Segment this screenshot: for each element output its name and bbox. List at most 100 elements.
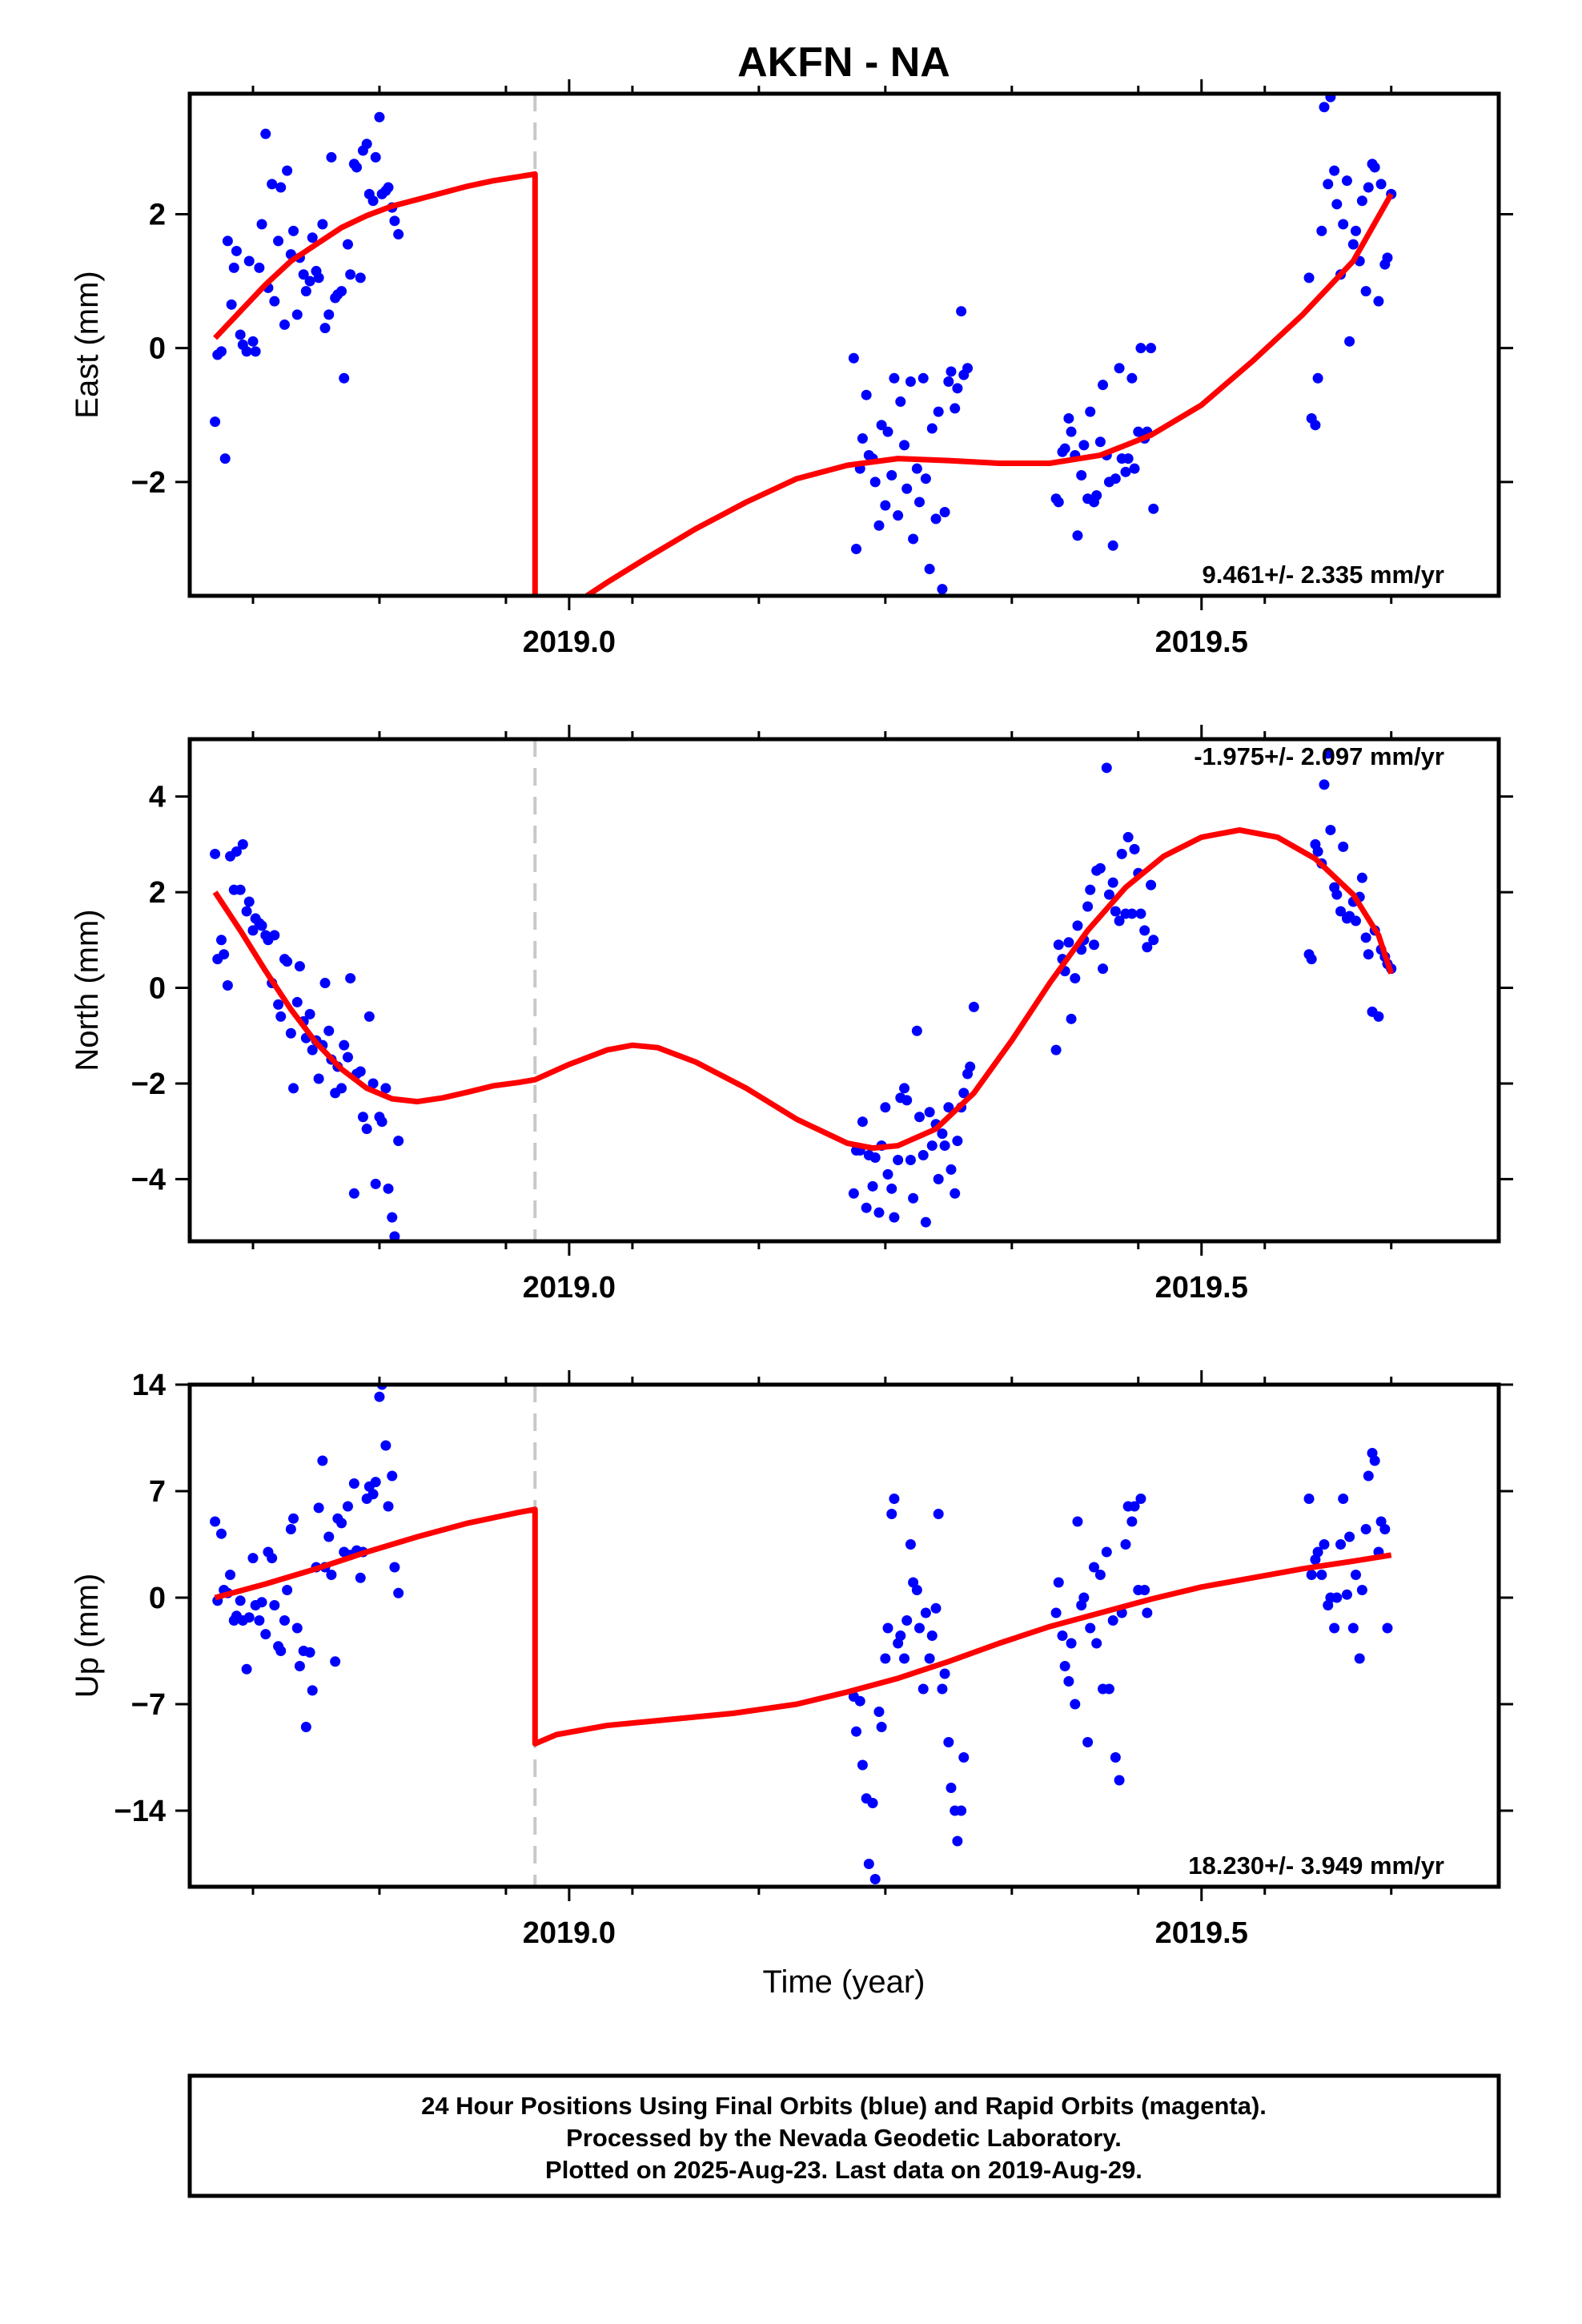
- data-point: [956, 306, 967, 317]
- data-point: [886, 1509, 897, 1519]
- data-point: [848, 352, 859, 364]
- data-point: [939, 1140, 950, 1152]
- data-point: [304, 1008, 315, 1019]
- data-point: [288, 1083, 299, 1094]
- data-point: [1338, 1494, 1349, 1504]
- data-point: [851, 1726, 862, 1737]
- data-point: [1110, 473, 1121, 485]
- data-point: [387, 1470, 398, 1482]
- data-point: [924, 1653, 935, 1664]
- y-axis-label: East (mm): [70, 271, 105, 418]
- data-point: [911, 463, 922, 474]
- data-point: [1050, 1044, 1062, 1055]
- data-point: [319, 323, 331, 334]
- data-point: [965, 1061, 976, 1072]
- data-point: [1306, 1570, 1317, 1580]
- data-point: [933, 1173, 944, 1184]
- data-point: [1139, 925, 1150, 936]
- data-layer: [210, 94, 1397, 596]
- data-point: [222, 235, 233, 247]
- data-point: [273, 235, 284, 247]
- data-point: [383, 1501, 394, 1512]
- data-point: [1101, 762, 1112, 774]
- velocity-rate-label: 18.230+/- 3.949 mm/yr: [1188, 1852, 1444, 1880]
- up-panel: 2019.0 2019.5 14 7 0 −7 −14 Up (mm) 18.230+/- 3.…: [70, 1369, 1513, 1950]
- data-point: [1085, 1622, 1096, 1634]
- data-point: [355, 1572, 366, 1583]
- data-point: [367, 1078, 379, 1089]
- data-point: [291, 1622, 303, 1634]
- data-point: [228, 262, 239, 273]
- data-point: [1312, 372, 1323, 384]
- data-point: [282, 956, 293, 967]
- data-point: [1072, 920, 1083, 931]
- data-point: [260, 128, 271, 139]
- data-point: [899, 440, 910, 451]
- data-point: [342, 1051, 353, 1063]
- data-point: [389, 1562, 400, 1573]
- data-point: [880, 500, 891, 511]
- data-point: [1344, 1531, 1355, 1542]
- data-point: [1114, 1775, 1125, 1786]
- x-tick-label: 2019.0: [523, 625, 616, 659]
- data-point: [269, 1600, 280, 1610]
- data-point: [383, 1183, 394, 1194]
- data-point: [882, 1622, 893, 1634]
- data-point: [1325, 824, 1336, 835]
- data-point: [1319, 1539, 1330, 1550]
- data-point: [1363, 949, 1374, 960]
- data-point: [1114, 363, 1125, 374]
- data-point: [1335, 1539, 1347, 1550]
- data-point: [1303, 1494, 1315, 1504]
- data-point: [1050, 1607, 1062, 1618]
- data-point: [267, 1553, 278, 1564]
- data-point: [1110, 906, 1121, 917]
- data-point: [1094, 436, 1106, 448]
- data-point: [1126, 1516, 1138, 1527]
- x-tick-label: 2019.5: [1155, 1916, 1248, 1950]
- north-panel: 2019.0 2019.5 4 2 0 −2 −4 North (mm) -1.975+/- 2…: [70, 725, 1513, 1305]
- data-point: [361, 139, 372, 150]
- data-point: [851, 543, 862, 554]
- data-point: [1098, 963, 1109, 975]
- data-point: [1094, 1570, 1106, 1580]
- data-point: [339, 372, 350, 384]
- data-point: [899, 1653, 910, 1664]
- data-point: [393, 1136, 404, 1147]
- data-point: [937, 584, 948, 595]
- data-point: [1078, 440, 1090, 451]
- data-point: [1066, 1638, 1077, 1649]
- data-point: [243, 896, 255, 907]
- data-point: [1082, 901, 1094, 912]
- data-point: [956, 1805, 967, 1816]
- data-layer: [210, 1385, 1393, 1887]
- data-point: [247, 336, 259, 347]
- data-point: [1122, 831, 1134, 842]
- data-point: [943, 376, 954, 387]
- data-point: [886, 470, 897, 481]
- data-point: [911, 1025, 922, 1036]
- data-point: [1070, 1699, 1081, 1710]
- data-point: [1078, 1592, 1090, 1603]
- data-point: [933, 406, 944, 417]
- data-point: [1379, 1524, 1391, 1534]
- data-point: [1329, 165, 1340, 176]
- data-point: [952, 1136, 963, 1147]
- data-point: [1066, 1013, 1077, 1024]
- data-point: [326, 151, 337, 163]
- footer-line-2: Processed by the Nevada Geodetic Laborat…: [566, 2124, 1122, 2152]
- data-point: [943, 1102, 954, 1113]
- data-point: [1323, 748, 1334, 759]
- plot-area: [190, 94, 1499, 596]
- data-point: [307, 1685, 318, 1696]
- y-tick-label: −2: [131, 466, 166, 500]
- data-point: [863, 1859, 874, 1869]
- model-fit-line: [585, 192, 1394, 596]
- data-point: [1382, 1622, 1393, 1634]
- data-point: [1363, 182, 1374, 193]
- data-point: [269, 930, 280, 941]
- data-point: [288, 1513, 299, 1524]
- data-point: [348, 1478, 359, 1489]
- data-point: [307, 1044, 318, 1055]
- data-point: [1319, 102, 1330, 113]
